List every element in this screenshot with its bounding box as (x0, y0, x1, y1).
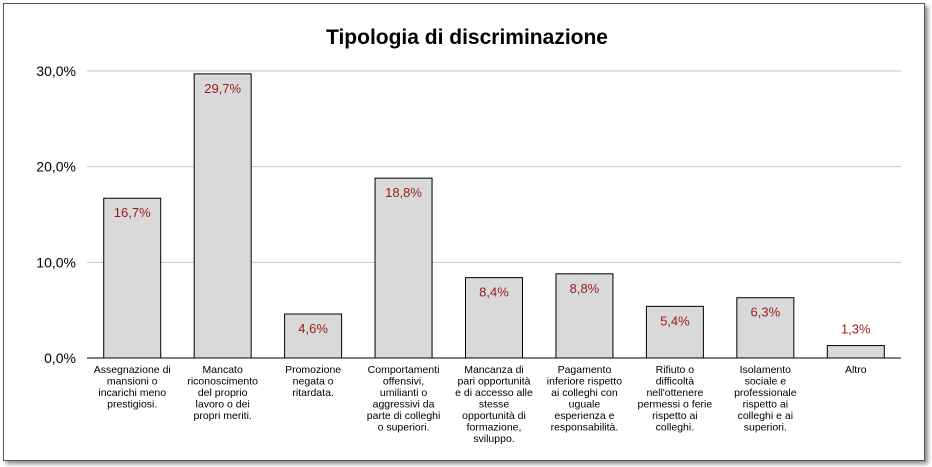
category-label-line: inferiore rispetto (547, 376, 622, 388)
chart-title: Tipologia di discriminazione (326, 26, 608, 49)
bar (193, 73, 252, 359)
value-label: 1,3% (841, 322, 871, 337)
category-label-line: Mancanza di (464, 364, 524, 376)
category-label-line: offensivi, (383, 376, 424, 388)
y-axis: 0,0% 10,0% 20,0% 30,0% (36, 63, 76, 366)
category-label-line: sviluppo. (473, 433, 514, 445)
category-label-line: superiori. (744, 422, 787, 434)
category-label-line: Pagamento (558, 364, 612, 376)
y-tick-label: 20,0% (36, 159, 76, 175)
category-label-line: ritardata. (292, 387, 333, 399)
category-label-line: mansioni o (107, 376, 158, 388)
category-label-line: rispetto ai (743, 399, 789, 411)
category-label-line: colleghi. (656, 422, 695, 434)
category-label-line: difficoltà (656, 376, 694, 388)
category-label-line: del proprio (198, 387, 248, 399)
category-label-line: professionale (734, 387, 797, 399)
bar (374, 177, 433, 359)
category-label-line: Rifiuto o (656, 364, 695, 376)
category-label-line: colleghi e ai (738, 410, 793, 422)
category-label-line: opportunità di (462, 410, 526, 422)
value-label: 16,7% (114, 205, 151, 220)
category-label-line: Promozione (285, 364, 341, 376)
category-label: Assegnazione di mansioni o incarichi meno p… (94, 364, 171, 411)
category-label-line: negata o (293, 376, 334, 388)
category-label-line: stesse (479, 399, 510, 411)
category-label: Altro (845, 364, 867, 376)
category-label-line: propri meriti. (193, 410, 251, 422)
category-label-line: prestigiosi. (107, 399, 157, 411)
category-label-line: Altro (845, 364, 867, 376)
category-label-line: nell'ottenere (646, 387, 703, 399)
value-label: 18,8% (385, 185, 422, 200)
category-label-line: parte di colleghi (367, 410, 441, 422)
category-label-line: lavoro o dei (196, 399, 250, 411)
y-tick-label: 30,0% (36, 63, 76, 79)
category-label-line: o superiori. (378, 422, 430, 434)
category-label-line: uguale (569, 399, 601, 411)
category-label-line: umilianti o (380, 387, 427, 399)
value-label: 29,7% (204, 81, 241, 96)
category-label-line: Isolamento (740, 364, 792, 376)
bar (284, 313, 343, 359)
category-label-line: Mancato (203, 364, 243, 376)
value-labels: 16,7% 29,7% 4,6% 18,8% 8,4% 8,8% 5,4% 6,3% 1,3% (114, 81, 871, 337)
category-labels: Assegnazione di mansioni o incarichi meno p… (94, 364, 867, 445)
category-label-line: e di accesso alle (455, 387, 533, 399)
bars (103, 73, 885, 359)
category-label-line: esperienza e (554, 410, 614, 422)
category-label-line: Assegnazione di (94, 364, 171, 376)
category-label-line: ai colleghi con (551, 387, 618, 399)
category-label-line: Comportamenti (368, 364, 440, 376)
category-label: Mancato riconoscimento del proprio lavoro o… (187, 364, 258, 422)
category-label-line: incarichi meno (98, 387, 166, 399)
chart-frame: Tipologia di discriminazione 0,0% 10,0% 20… (3, 3, 925, 461)
category-label: Promozione negata o ritardata. (285, 364, 341, 399)
bar (736, 297, 795, 359)
category-label: Rifiuto o difficoltà nell'ottenere permessi… (638, 364, 713, 434)
value-label: 4,6% (298, 321, 328, 336)
value-label: 5,4% (660, 313, 690, 328)
value-label: 8,8% (570, 281, 600, 296)
category-label-line: aggressivi da (373, 399, 435, 411)
category-label-line: pari opportunità (458, 376, 531, 388)
category-label-line: riconoscimento (187, 376, 258, 388)
category-label: Comportamenti offensivi, umilianti o aggres… (367, 364, 441, 434)
category-label-line: responsabilità. (551, 422, 619, 434)
y-tick-label: 10,0% (36, 254, 76, 270)
bar (645, 305, 704, 359)
value-label: 6,3% (751, 305, 781, 320)
category-label-line: permessi o ferie (638, 399, 713, 411)
bar (103, 197, 162, 359)
category-label-line: formazione, (467, 422, 522, 434)
value-label: 8,4% (479, 285, 509, 300)
y-tick-label: 0,0% (44, 350, 76, 366)
category-label: Pagamento inferiore rispetto ai colleghi c… (547, 364, 622, 434)
category-label-line: sociale e (745, 376, 787, 388)
category-label-line: rispetto ai (652, 410, 698, 422)
category-label: Isolamento sociale e professionale rispetto… (734, 364, 797, 434)
bar (826, 345, 885, 359)
bar-chart: Tipologia di discriminazione 0,0% 10,0% 20… (36, 26, 901, 445)
category-label: Mancanza di pari opportunità e di accesso … (455, 364, 533, 445)
